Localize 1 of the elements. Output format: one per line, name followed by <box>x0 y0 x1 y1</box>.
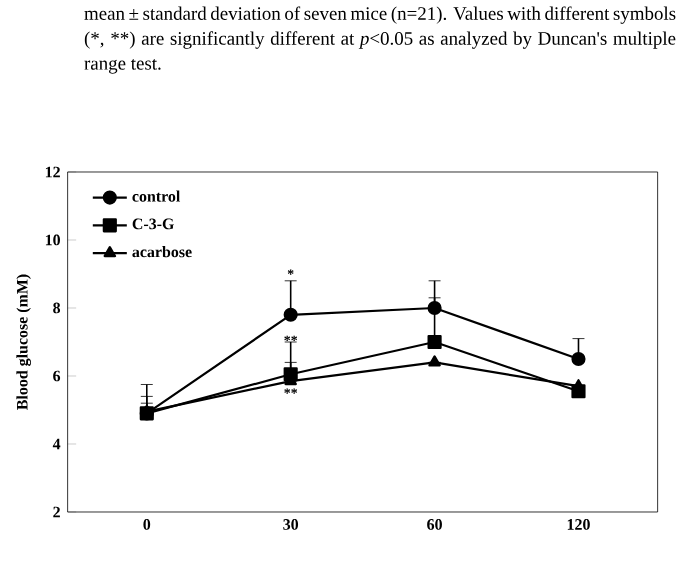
chart-title: mean ± standard deviation of seven mice (n=21). Values with different symbols (*, **) are significantly different at p<0.05 as analyzed by Duncan's multiple range test. <box>84 6 676 74</box>
